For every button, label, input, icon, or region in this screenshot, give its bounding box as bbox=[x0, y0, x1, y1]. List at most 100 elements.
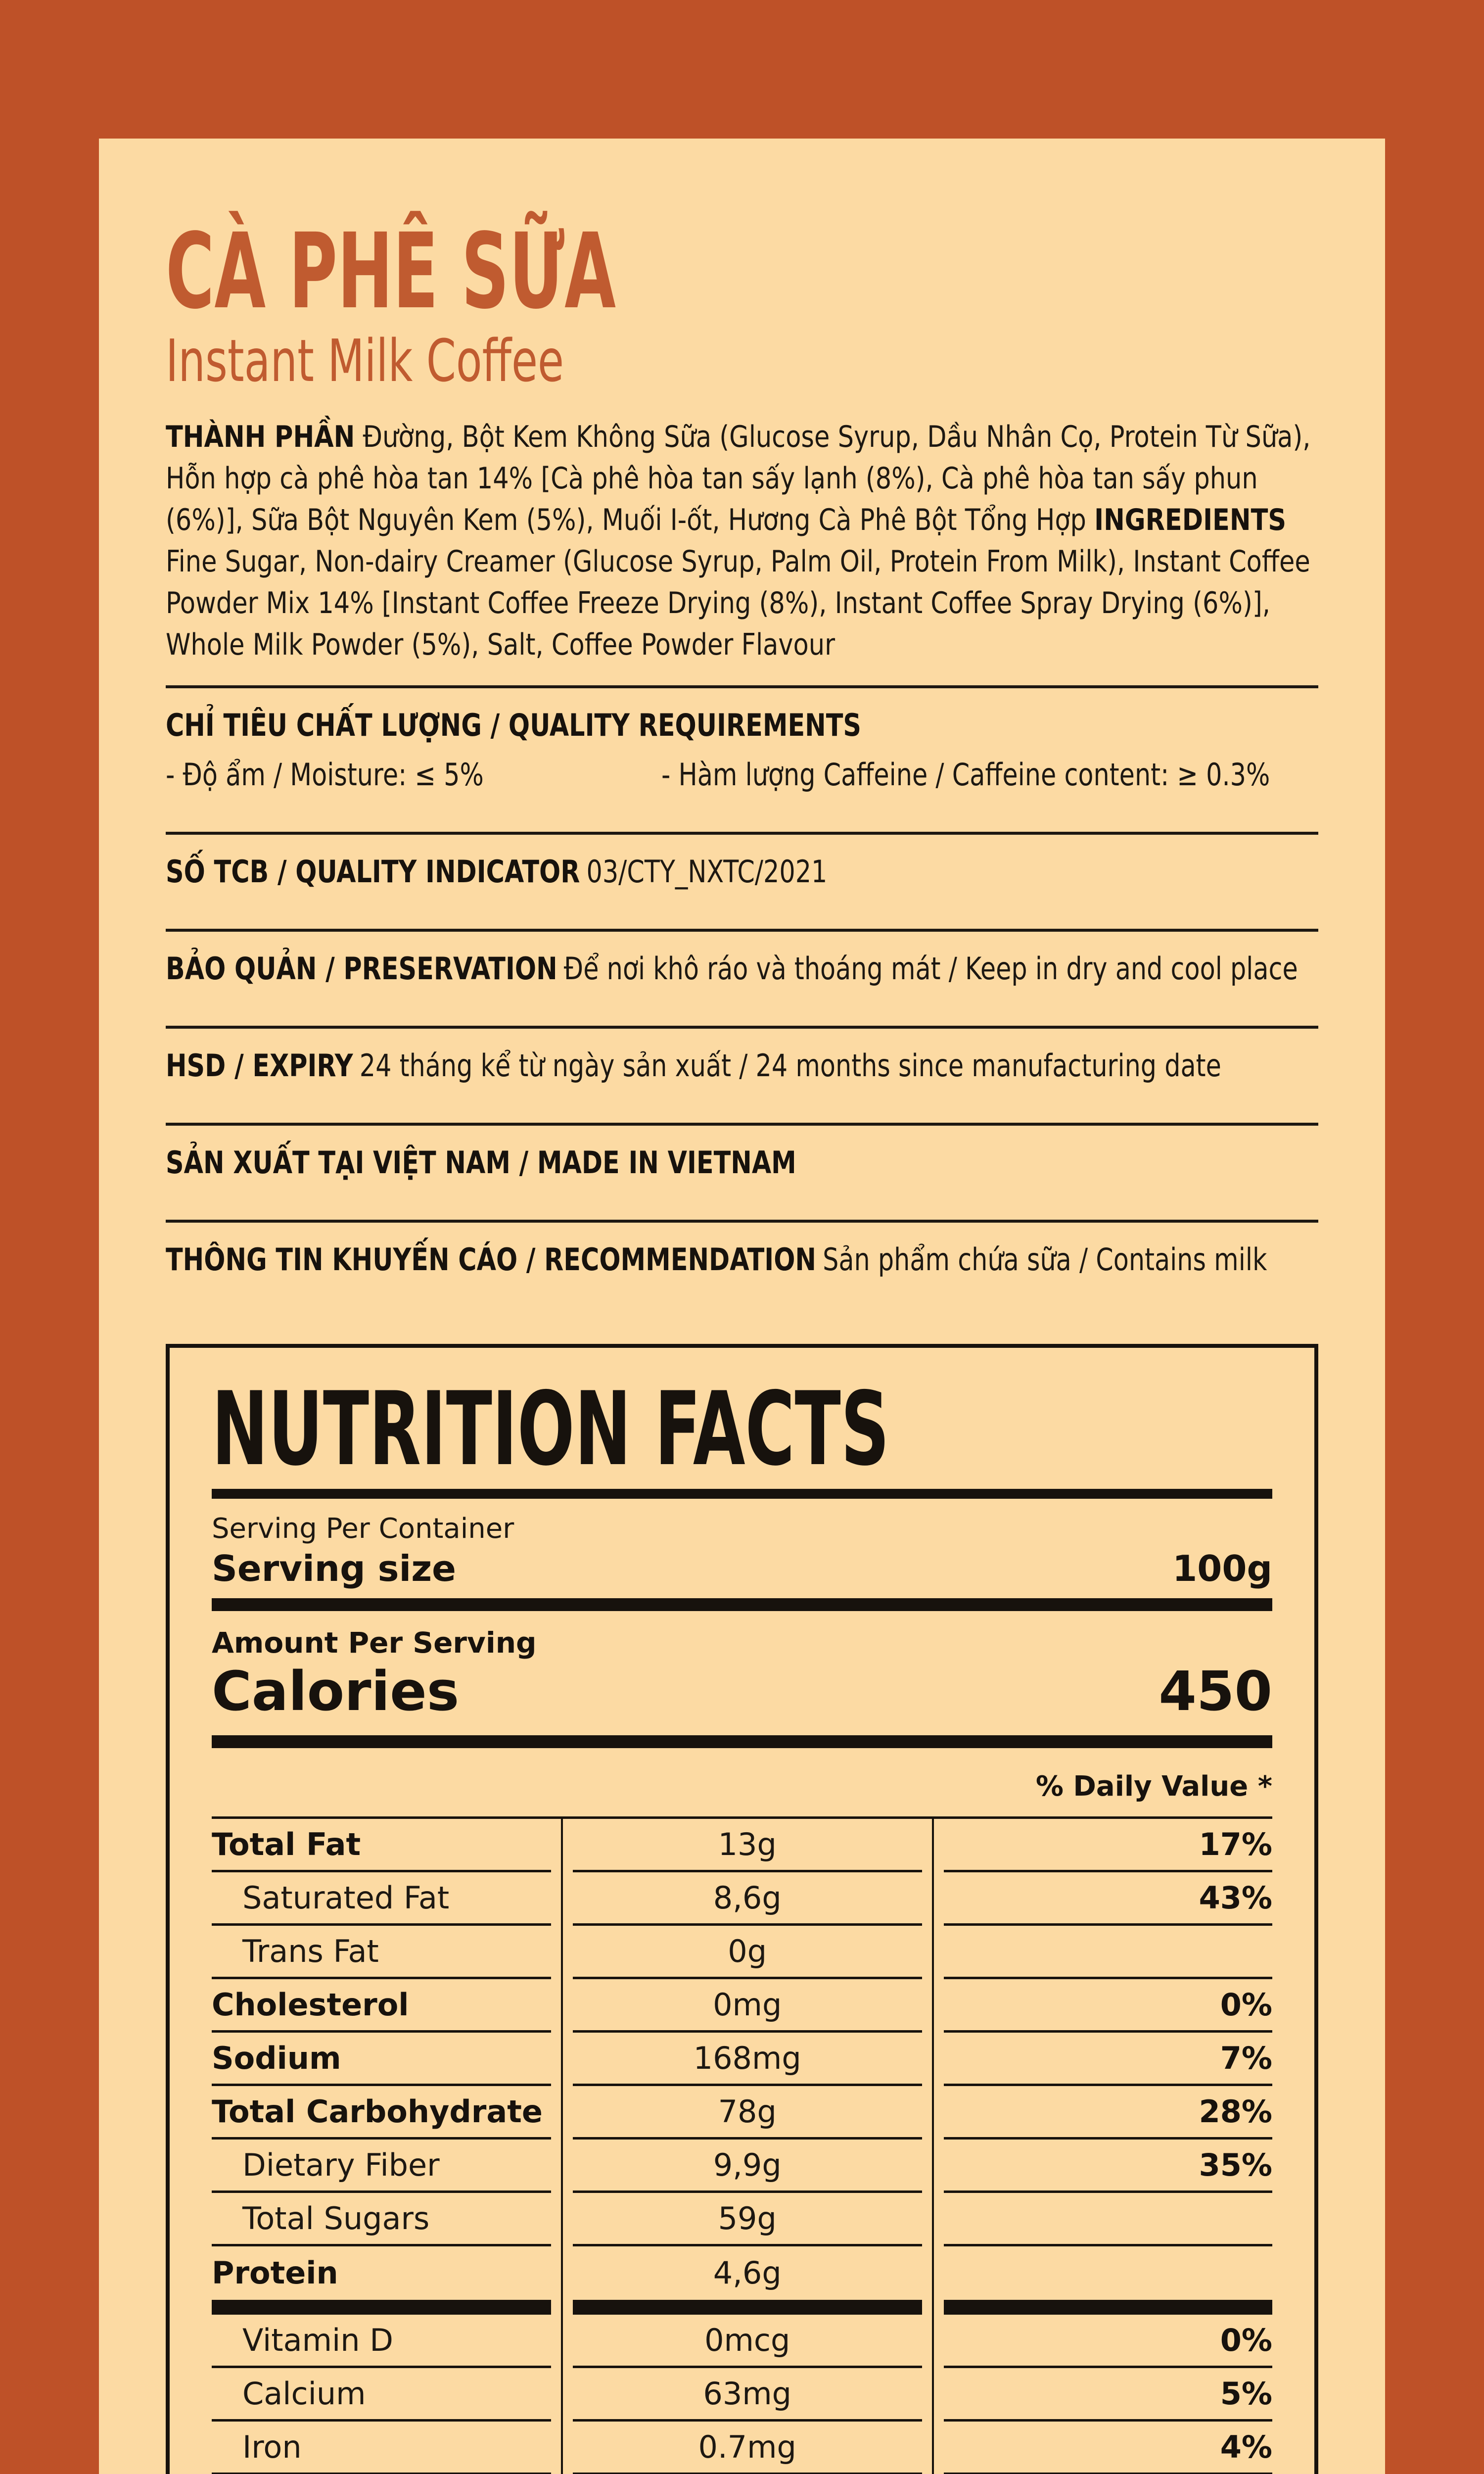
ingredients-label-en: INGREDIENTS bbox=[1094, 503, 1287, 537]
title-block: CÀ PHÊ SỮA Instant Milk Coffee bbox=[166, 205, 1318, 398]
product-subtitle-graphic: Instant Milk Coffee bbox=[166, 327, 564, 395]
section-made-in: SẢN XUẤT TẠI VIỆT NAM / MADE IN VIETNAM bbox=[166, 1126, 1318, 1200]
divider bbox=[166, 1123, 1318, 1126]
nutrient-name: Vitamin D bbox=[212, 2315, 551, 2368]
nutrient-daily-value: 5% bbox=[943, 2368, 1272, 2422]
column-divider bbox=[560, 1819, 563, 2474]
nutrient-amount: 0mg bbox=[572, 1979, 922, 2033]
nutrient-amount: 0mcg bbox=[572, 2315, 922, 2368]
nutrient-daily-value: 0% bbox=[943, 2315, 1272, 2368]
nutrient-daily-value: 0% bbox=[943, 1979, 1272, 2033]
table-row: Trans Fat 0g bbox=[212, 1926, 1272, 1979]
nutrient-amount: 9,9g bbox=[572, 2140, 922, 2193]
product-title-graphic: CÀ PHÊ SỮA bbox=[166, 210, 616, 324]
product-subtitle: Instant Milk Coffee bbox=[166, 327, 564, 395]
nutrient-daily-value: 7% bbox=[943, 2033, 1272, 2086]
table-row: Calcium 63mg 5% bbox=[212, 2368, 1272, 2422]
section-value: 24 tháng kể từ ngày sản xuất / 24 months… bbox=[359, 1047, 1221, 1084]
section-heading: SỐ TCB / QUALITY INDICATOR bbox=[166, 854, 580, 890]
ingredients-text-vi: Đường, Bột Kem Không Sữa (Glucose Syrup,… bbox=[166, 420, 1311, 537]
section-expiry: HSD / EXPIRY 24 tháng kể từ ngày sản xuất… bbox=[166, 1029, 1318, 1103]
calories-label: Calories bbox=[212, 1660, 460, 1723]
divider-bar bbox=[212, 1598, 1272, 1611]
nutrient-amount: 63mg bbox=[572, 2368, 922, 2422]
section-quality-indicator: SỐ TCB / QUALITY INDICATOR 03/CTY_NXTC/20… bbox=[166, 835, 1318, 909]
section-heading: SẢN XUẤT TẠI VIỆT NAM / MADE IN VIETNAM bbox=[166, 1144, 796, 1181]
ingredients-text-en: Fine Sugar, Non-dairy Creamer (Glucose S… bbox=[166, 544, 1310, 662]
nutrient-amount: 168mg bbox=[572, 2033, 922, 2086]
nutrient-name: Iron bbox=[212, 2422, 551, 2474]
divider-bar bbox=[212, 1489, 1272, 1499]
section-heading: BẢO QUẢN / PRESERVATION bbox=[166, 951, 557, 987]
section-value: 03/CTY_NXTC/2021 bbox=[586, 854, 828, 890]
nutrient-name: Cholesterol bbox=[212, 1979, 551, 2033]
nutrient-daily-value bbox=[944, 2246, 1272, 2300]
table-divider-bar bbox=[212, 2300, 1272, 2315]
nutrition-table: Total Fat 13g 17% Saturated Fat 8,6g 43%… bbox=[212, 1819, 1272, 2474]
nutrient-amount: 0g bbox=[572, 1926, 922, 1979]
table-row: Protein 4,6g bbox=[212, 2246, 1272, 2300]
nutrient-amount: 8,6g bbox=[572, 1872, 922, 1926]
table-row: Vitamin D 0mcg 0% bbox=[212, 2315, 1272, 2368]
calories-value: 450 bbox=[1159, 1660, 1272, 1723]
divider bbox=[166, 832, 1318, 835]
moisture-spec: - Độ ẩm / Moisture: ≤ 5% bbox=[166, 757, 484, 793]
table-row: Iron 0.7mg 4% bbox=[212, 2422, 1272, 2474]
table-row: Total Carbohydrate 78g 28% bbox=[212, 2086, 1272, 2140]
section-heading: CHỈ TIÊU CHẤT LƯỢNG / QUALITY REQUIREMEN… bbox=[166, 707, 862, 743]
nutrient-daily-value: 43% bbox=[943, 1872, 1272, 1926]
nutrient-amount: 13g bbox=[572, 1819, 922, 1872]
divider bbox=[166, 929, 1318, 932]
serving-per-container: Serving Per Container bbox=[212, 1513, 514, 1545]
nutrient-name: Protein bbox=[212, 2255, 338, 2291]
nutrient-name: Trans Fat bbox=[212, 1926, 551, 1979]
ingredients-label-vi: THÀNH PHẦN bbox=[166, 420, 355, 454]
section-value: Sản phẩm chứa sữa / Contains milk bbox=[823, 1241, 1267, 1278]
label-card: CÀ PHÊ SỮA Instant Milk Coffee THÀNH PHẦ… bbox=[99, 139, 1385, 2474]
section-quality-requirements: CHỈ TIÊU CHẤT LƯỢNG / QUALITY REQUIREMEN… bbox=[166, 688, 1318, 812]
nutrient-daily-value bbox=[943, 2193, 1272, 2246]
column-divider bbox=[931, 1819, 934, 2474]
nutrient-amount: 4,6g bbox=[713, 2255, 782, 2291]
nutrient-name: Dietary Fiber bbox=[212, 2140, 551, 2193]
quality-specs: - Độ ẩm / Moisture: ≤ 5% - Hàm lượng Caf… bbox=[166, 758, 1318, 792]
table-row: Sodium 168mg 7% bbox=[212, 2033, 1272, 2086]
section-value: Để nơi khô ráo và thoáng mát / Keep in d… bbox=[563, 951, 1298, 987]
nutrient-name: Saturated Fat bbox=[212, 1872, 551, 1926]
nutrient-name: Sodium bbox=[212, 2033, 551, 2086]
nutrient-daily-value: 17% bbox=[943, 1819, 1272, 1872]
section-preservation: BẢO QUẢN / PRESERVATION Để nơi khô ráo và… bbox=[166, 932, 1318, 1006]
section-heading: THÔNG TIN KHUYẾN CÁO / RECOMMENDATION bbox=[166, 1241, 816, 1278]
daily-value-header: % Daily Value * bbox=[1035, 1770, 1272, 1803]
table-row: Saturated Fat 8,6g 43% bbox=[212, 1872, 1272, 1926]
table-row: Total Fat 13g 17% bbox=[212, 1819, 1272, 1872]
table-top-rule bbox=[212, 1816, 1272, 1819]
nutrient-amount: 0.7mg bbox=[572, 2422, 922, 2474]
section-recommendation: THÔNG TIN KHUYẾN CÁO / RECOMMENDATION Sản… bbox=[166, 1223, 1318, 1297]
divider bbox=[166, 1026, 1318, 1029]
ingredients-paragraph: THÀNH PHẦN Đường, Bột Kem Không Sữa (Glu… bbox=[166, 416, 1318, 666]
nutrient-amount: 78g bbox=[572, 2086, 922, 2140]
page-title: CÀ PHÊ SỮA bbox=[166, 210, 616, 324]
amount-per-serving: Amount Per Serving bbox=[212, 1626, 537, 1660]
caffeine-spec: - Hàm lượng Caffeine / Caffeine content:… bbox=[661, 757, 1270, 793]
nutrient-daily-value: 35% bbox=[943, 2140, 1272, 2193]
table-row: Cholesterol 0mg 0% bbox=[212, 1979, 1272, 2033]
nutrient-daily-value: 4% bbox=[943, 2422, 1272, 2474]
nutrition-facts-title: NUTRITION FACTS bbox=[212, 1371, 889, 1474]
nutrient-name: Total Fat bbox=[212, 1819, 551, 1872]
serving-size-value: 100g bbox=[1172, 1548, 1272, 1589]
nutrient-name: Total Sugars bbox=[212, 2193, 551, 2246]
divider bbox=[166, 685, 1318, 688]
section-heading: HSD / EXPIRY bbox=[166, 1047, 353, 1084]
table-row: Dietary Fiber 9,9g 35% bbox=[212, 2140, 1272, 2193]
divider-bar bbox=[212, 1735, 1272, 1748]
nutrient-amount: 59g bbox=[572, 2193, 922, 2246]
nutrient-daily-value bbox=[943, 1926, 1272, 1979]
serving-size-label: Serving size bbox=[212, 1548, 456, 1589]
nutrient-name: Total Carbohydrate bbox=[212, 2086, 551, 2140]
table-row: Total Sugars 59g bbox=[212, 2193, 1272, 2246]
nutrition-facts-title-graphic: NUTRITION FACTS bbox=[212, 1371, 889, 1474]
nutrient-daily-value: 28% bbox=[943, 2086, 1272, 2140]
